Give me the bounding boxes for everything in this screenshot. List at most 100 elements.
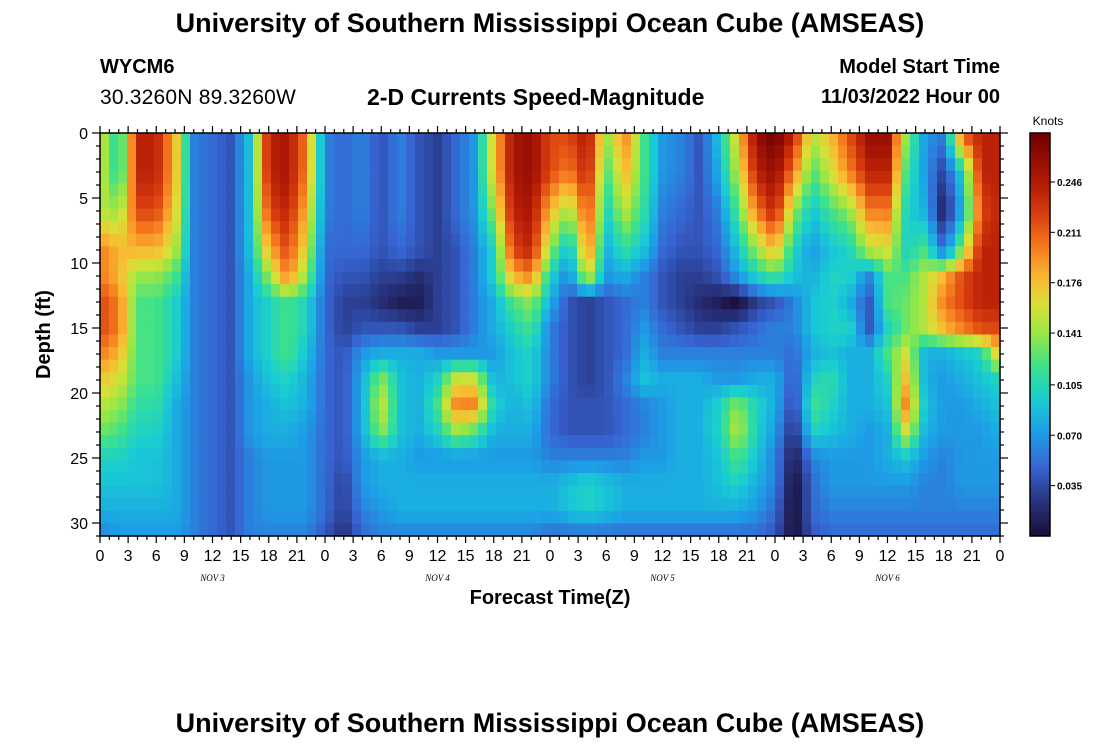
heatmap-cell <box>469 397 479 411</box>
heatmap-cell <box>865 158 875 172</box>
heatmap-cell <box>847 397 857 411</box>
heatmap-cell <box>298 233 308 247</box>
heatmap-cell <box>577 284 587 298</box>
heatmap-cell <box>856 422 866 436</box>
heatmap-cell <box>199 372 209 386</box>
heatmap-cell <box>370 296 380 310</box>
heatmap-cell <box>172 296 182 310</box>
heatmap-cell <box>757 397 767 411</box>
heatmap-cell <box>955 523 965 537</box>
heatmap-cell <box>199 321 209 336</box>
heatmap-cell <box>811 170 821 184</box>
heatmap-cell <box>910 145 920 159</box>
heatmap-cell <box>613 246 623 260</box>
heatmap-cell <box>415 510 425 524</box>
heatmap-cell <box>145 258 155 273</box>
heatmap-cell <box>523 309 533 323</box>
heatmap-cell <box>226 133 236 147</box>
heatmap-cell <box>604 309 614 323</box>
heatmap-cell <box>514 397 524 411</box>
heatmap-cell <box>226 170 236 184</box>
heatmap-cell <box>460 170 470 184</box>
heatmap-cell <box>145 523 155 537</box>
heatmap-cell <box>892 145 902 159</box>
heatmap-cell <box>505 284 515 298</box>
heatmap-cell <box>316 284 326 298</box>
heatmap-cell <box>541 233 551 247</box>
heatmap-cell <box>244 435 254 449</box>
heatmap-cell <box>127 359 137 373</box>
heatmap-cell <box>766 183 776 197</box>
heatmap-cell <box>433 170 443 184</box>
heatmap-cell <box>784 221 794 235</box>
heatmap-cell <box>379 183 389 197</box>
heatmap-cell <box>766 485 776 499</box>
x-tick-label: 18 <box>260 548 278 565</box>
heatmap-cell <box>721 133 731 147</box>
heatmap-cell <box>424 221 434 235</box>
heatmap-cell <box>199 158 209 172</box>
heatmap-cell <box>928 221 938 235</box>
heatmap-cell <box>235 498 245 512</box>
heatmap-cell <box>424 372 434 386</box>
heatmap-cell <box>820 334 830 348</box>
heatmap-cell <box>964 284 974 298</box>
heatmap-cell <box>199 133 209 147</box>
heatmap-cell <box>685 372 695 386</box>
heatmap-cell <box>433 359 443 373</box>
heatmap-cell <box>514 523 524 537</box>
heatmap-cell <box>820 460 830 474</box>
heatmap-cell <box>964 133 974 147</box>
heatmap-cell <box>280 158 290 172</box>
heatmap-cell <box>829 221 839 235</box>
heatmap-cell <box>352 246 362 260</box>
heatmap-cell <box>649 410 659 424</box>
heatmap-cell <box>397 485 407 499</box>
heatmap-cell <box>253 523 263 537</box>
heatmap-cell <box>496 510 506 524</box>
heatmap-cell <box>937 183 947 197</box>
heatmap-cell <box>631 145 641 159</box>
heatmap-cell <box>793 410 803 424</box>
heatmap-cell <box>541 258 551 273</box>
heatmap-cell <box>163 233 173 247</box>
heatmap-cell <box>127 372 137 386</box>
heatmap-cell <box>865 410 875 424</box>
heatmap-cell <box>496 397 506 411</box>
heatmap-cell <box>928 498 938 512</box>
heatmap-cell <box>388 158 398 172</box>
heatmap-cell <box>442 435 452 449</box>
heatmap-cell <box>577 145 587 159</box>
heatmap-cell <box>127 246 137 260</box>
heatmap-cell <box>424 473 434 487</box>
heatmap-cell <box>397 183 407 197</box>
heatmap-cell <box>820 246 830 260</box>
heatmap-cell <box>397 435 407 449</box>
heatmap-cell <box>649 246 659 260</box>
heatmap-cell <box>334 485 344 499</box>
heatmap-cell <box>361 510 371 524</box>
heatmap-cell <box>631 410 641 424</box>
heatmap-cell <box>874 359 884 373</box>
heatmap-cell <box>865 208 875 222</box>
heatmap-cell <box>559 296 569 310</box>
heatmap-cell <box>244 271 254 285</box>
heatmap-cell <box>172 422 182 436</box>
heatmap-cell <box>370 435 380 449</box>
x-tick-label: 15 <box>682 548 700 565</box>
y-tick-label: 30 <box>70 516 88 533</box>
heatmap-cell <box>397 195 407 210</box>
heatmap-cell <box>415 473 425 487</box>
heatmap-cell <box>982 233 992 247</box>
heatmap-cell <box>163 397 173 411</box>
heatmap-cell <box>730 208 740 222</box>
heatmap-cell <box>163 133 173 147</box>
heatmap-cell <box>856 208 866 222</box>
heatmap-cell <box>874 510 884 524</box>
heatmap-cell <box>694 523 704 537</box>
heatmap-cell <box>262 221 272 235</box>
heatmap-cell <box>451 170 461 184</box>
heatmap-cell <box>334 347 344 361</box>
heatmap-cell <box>514 334 524 348</box>
heatmap-cell <box>478 510 488 524</box>
